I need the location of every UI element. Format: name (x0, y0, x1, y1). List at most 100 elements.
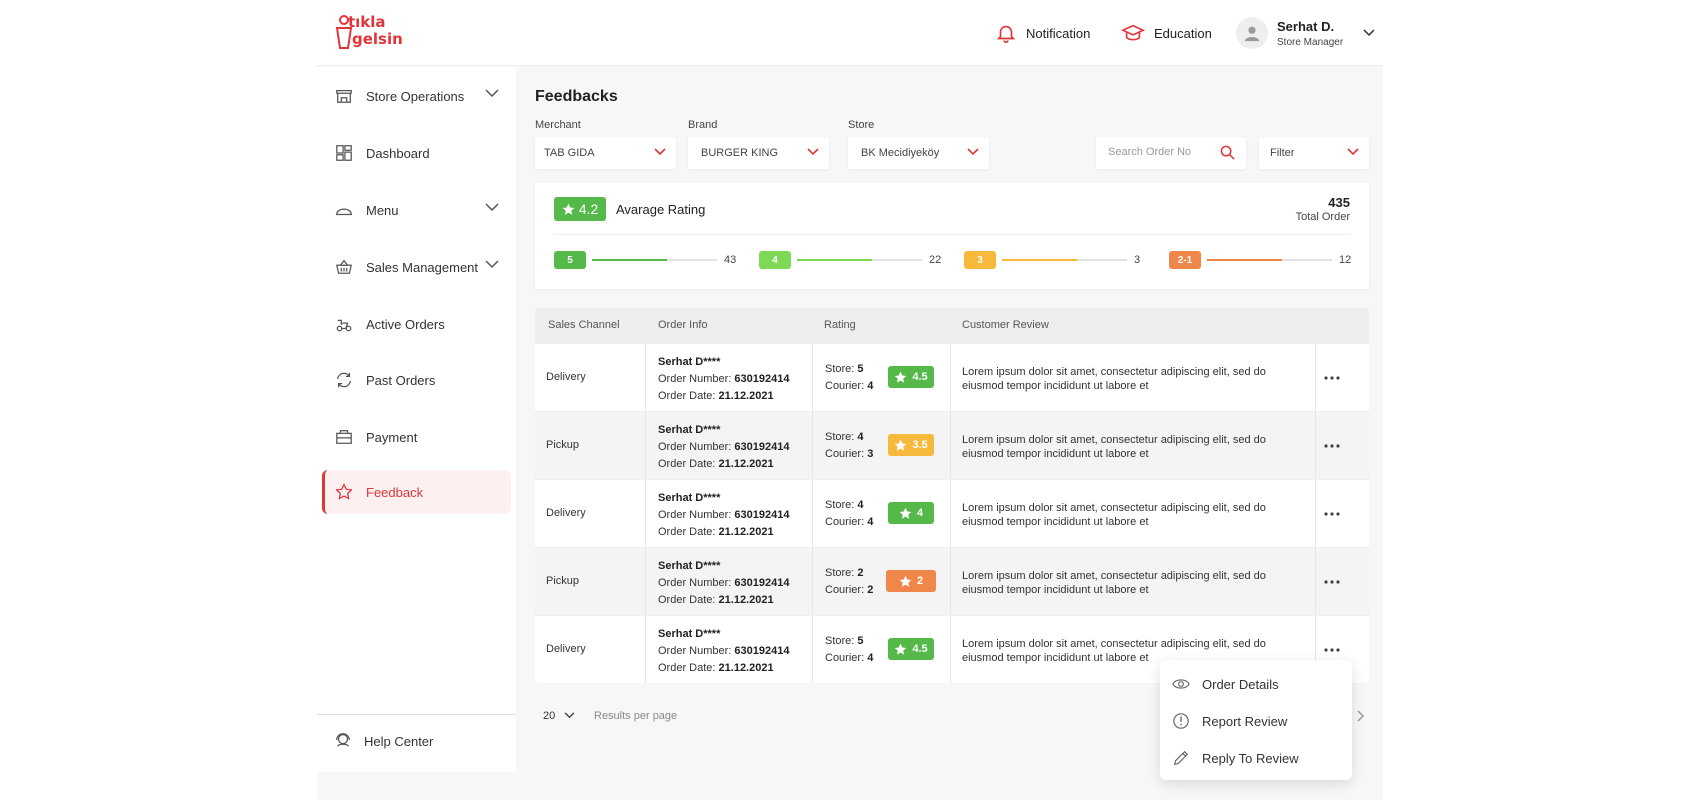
order-date-label: Order Date: (658, 594, 716, 606)
support-icon (334, 731, 352, 752)
store-rating-value: 5 (857, 635, 864, 647)
sidebar-item-label: Dashboard (366, 145, 430, 161)
bell-icon (996, 25, 1016, 43)
column-divider (645, 616, 646, 683)
sidebar-item-dashboard[interactable]: Dashboard (322, 131, 511, 175)
results-per-page-select[interactable]: 20 (535, 703, 581, 729)
rating-badge: 4.5 (888, 366, 934, 388)
filter-select[interactable]: Filter (1259, 137, 1369, 169)
table-row: Delivery Serhat D**** Order Number: 630192… (535, 343, 1369, 412)
sidebar-item-menu[interactable]: Menu (322, 188, 511, 232)
education-label: Education (1154, 25, 1212, 41)
notification-button[interactable]: Notification (995, 22, 1090, 44)
courier-rating-label: Courier: (825, 380, 865, 392)
brand-value: BURGER KING (701, 147, 779, 159)
brand-logo[interactable]: tıkla gelsin (334, 12, 404, 52)
user-info: Serhat D. Store Manager (1277, 19, 1343, 48)
sidebar-item-label: Store Operations (366, 88, 465, 104)
row-actions-button[interactable] (1320, 368, 1344, 388)
star-icon (334, 482, 354, 502)
user-menu[interactable]: Serhat D. Store Manager (1236, 17, 1375, 49)
search-icon[interactable] (1220, 145, 1235, 160)
column-divider (812, 344, 813, 412)
courier-rating-line: Courier: 4 (825, 378, 873, 395)
order-number-value: 630192414 (734, 645, 790, 657)
user-icon (1244, 26, 1260, 42)
courier-rating-value: 3 (867, 448, 874, 460)
column-divider (812, 616, 813, 683)
order-date-line: Order Date: 21.12.2021 (658, 388, 789, 405)
store-rating-line: Store: 4 (825, 429, 873, 446)
notification-label: Notification (1026, 25, 1091, 41)
more-options-icon (1324, 648, 1340, 652)
rating-progress-track (797, 259, 922, 261)
menu-item-reply-to-review[interactable]: Reply To Review (1172, 744, 1342, 772)
store-rating-label: Store: (825, 635, 855, 647)
basket-icon (334, 257, 354, 277)
row-actions-button[interactable] (1320, 436, 1344, 456)
more-options-icon (1324, 444, 1340, 448)
chevron-right-icon[interactable] (1357, 710, 1365, 722)
chevron-down-icon[interactable] (1363, 29, 1375, 37)
table-body: Delivery Serhat D**** Order Number: 630192… (535, 343, 1369, 683)
search-input[interactable] (1108, 146, 1218, 158)
column-divider (950, 616, 951, 683)
graduation-cap-icon (1121, 24, 1145, 41)
sidebar-item-payment[interactable]: Payment (322, 415, 511, 459)
sidebar-item-active-orders[interactable]: Active Orders (322, 302, 511, 346)
column-divider (645, 480, 646, 548)
menu-item-order-details[interactable]: Order Details (1172, 670, 1342, 698)
row-actions-button[interactable] (1320, 640, 1344, 660)
order-number-line: Order Number: 630192414 (658, 507, 789, 524)
rating-cell: Store: 2 Courier: 2 (825, 565, 873, 599)
sales-channel-cell: Delivery (546, 643, 586, 655)
rating-cell: Store: 5 Courier: 4 (825, 361, 873, 395)
average-rating-value: 4.2 (578, 201, 599, 217)
rating-distribution-4: 4 22 (759, 251, 944, 269)
brand-label: Brand (688, 119, 718, 131)
rating-distribution-2-1: 2-1 12 (1169, 251, 1354, 269)
customer-name: Serhat D**** (658, 356, 721, 368)
help-center-link[interactable]: Help Center (322, 721, 511, 761)
filter-label: Filter (1270, 147, 1295, 159)
sidebar-divider (317, 714, 516, 715)
customer-review-cell: Lorem ipsum dolor sit amet, consectetur … (962, 638, 1266, 664)
store-rating-value: 2 (857, 567, 864, 579)
store-rating-label: Store: (825, 567, 855, 579)
sidebar-item-store-operations[interactable]: Store Operations (322, 74, 511, 118)
sidebar-item-past-orders[interactable]: Past Orders (322, 358, 511, 402)
sidebar-item-feedback[interactable]: Feedback (322, 470, 511, 514)
order-date-line: Order Date: 21.12.2021 (658, 592, 789, 609)
table-row: Delivery Serhat D**** Order Number: 630192… (535, 479, 1369, 548)
chevron-down-icon (967, 148, 979, 156)
chevron-down-icon (807, 148, 819, 156)
store-label: Store (848, 119, 875, 131)
more-options-icon (1324, 580, 1340, 584)
rating-badge: 3.5 (888, 434, 934, 456)
user-role: Store Manager (1277, 36, 1344, 48)
sidebar-item-label: Feedback (366, 484, 424, 500)
rating-progress-fill (1002, 259, 1077, 261)
column-header-sales-channel: Sales Channel (548, 319, 620, 331)
order-number-line: Order Number: 630192414 (658, 643, 789, 660)
rating-badge: 4.5 (888, 638, 934, 660)
star-icon (562, 203, 575, 215)
logo-mark-icon (335, 15, 353, 49)
row-actions-button[interactable] (1320, 504, 1344, 524)
rating-distribution-3: 3 3 (964, 251, 1149, 269)
column-divider (1315, 548, 1316, 616)
row-context-menu: Order Details Report Review Reply To Rev… (1160, 660, 1352, 780)
row-actions-button[interactable] (1320, 572, 1344, 592)
star-icon (899, 507, 912, 519)
merchant-select[interactable]: TAB GIDA (535, 137, 676, 169)
store-select[interactable]: BK Mecidiyeköy (848, 137, 989, 169)
rating-count: 12 (1339, 254, 1352, 266)
menu-item-report-review[interactable]: Report Review (1172, 707, 1342, 735)
chevron-down-icon (654, 148, 666, 156)
brand-select[interactable]: BURGER KING (688, 137, 829, 169)
sidebar-item-sales-management[interactable]: Sales Management (322, 245, 511, 289)
user-name: Serhat D. (1277, 18, 1335, 34)
courier-icon (334, 314, 354, 334)
order-date-line: Order Date: 21.12.2021 (658, 524, 789, 541)
education-button[interactable]: Education (1121, 22, 1212, 44)
